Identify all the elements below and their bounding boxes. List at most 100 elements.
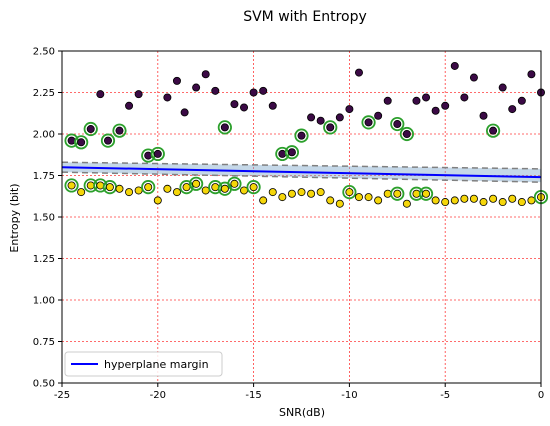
point-class_low	[115, 184, 124, 193]
point-class_high	[96, 90, 105, 99]
point-class_high	[230, 100, 239, 109]
point-class_high	[240, 103, 249, 112]
point-class_high	[364, 118, 373, 127]
plot-frame	[61, 50, 542, 384]
point-class_low	[354, 193, 363, 202]
y-tick-label: 0.75	[33, 337, 55, 348]
support-vector-ring	[390, 186, 405, 201]
point-class_low	[77, 188, 86, 197]
tick-layer: -25 -20 -15 -10 -5 0 0.50 0.75 1.00 1.25 1.50 1.75 2…	[33, 47, 544, 402]
point-class_low	[517, 198, 526, 207]
point-class_low	[287, 189, 296, 198]
point-class_low	[364, 193, 373, 202]
support-vector-ring	[83, 121, 98, 137]
point-class_low	[402, 199, 411, 208]
point-class_high	[220, 123, 229, 132]
y-tick-label: 0.50	[33, 379, 55, 390]
point-class_low	[163, 184, 172, 193]
point-class_high	[431, 106, 440, 115]
point-class_high	[103, 136, 112, 145]
point-class_low	[316, 188, 325, 197]
point-class_low	[489, 194, 498, 203]
point-class_low	[326, 196, 335, 205]
point-class_low	[374, 196, 383, 205]
y-tick-label: 1.00	[33, 296, 55, 307]
point-class_high	[402, 129, 411, 138]
point-class_high	[517, 96, 526, 105]
point-class_high	[412, 96, 421, 105]
point-class_high	[268, 101, 277, 110]
x-tick-label: -5	[440, 390, 450, 401]
point-class_low	[393, 189, 402, 198]
point-class_high	[354, 68, 363, 77]
point-class_low	[345, 188, 354, 197]
point-class_high	[527, 70, 536, 79]
point-class_low	[335, 199, 344, 208]
legend: hyperplane margin	[64, 351, 223, 377]
point-class_high	[307, 113, 316, 122]
point-class_low	[125, 188, 134, 197]
point-class_high	[489, 126, 498, 135]
x-tick-label: -25	[54, 390, 70, 401]
y-axis-label: Entropy (bit)	[8, 183, 21, 252]
point-class_low	[96, 181, 105, 190]
legend-box	[64, 351, 223, 377]
legend-label-hyperplane: hyperplane margin	[104, 358, 209, 371]
support-vector-ring	[284, 145, 300, 160]
point-class_low	[134, 186, 143, 195]
point-class_high	[144, 151, 153, 160]
y-tick-label: 1.25	[33, 254, 55, 265]
point-class_low	[307, 189, 316, 198]
point-class_low	[469, 194, 478, 203]
point-class_high	[211, 86, 220, 95]
point-class_high	[125, 101, 134, 110]
support-vector-ring	[112, 123, 127, 138]
support-vector-ring	[342, 185, 357, 200]
point-class_low	[201, 186, 210, 195]
support-vector-ring	[323, 120, 338, 135]
point-class_high	[115, 126, 124, 135]
support-vector-ring	[390, 116, 405, 132]
point-class_low	[249, 183, 258, 192]
point-class_high	[441, 101, 450, 110]
point-class_high	[287, 148, 296, 157]
point-class_high	[153, 149, 162, 158]
x-axis-label: SNR(dB)	[279, 406, 325, 419]
point-class_low	[479, 198, 488, 207]
support-vector-ring	[141, 180, 156, 195]
point-class_low	[67, 181, 76, 190]
point-class_high	[163, 93, 172, 102]
point-class_high	[326, 123, 335, 132]
point-class_low	[508, 194, 517, 203]
point-class_high	[172, 76, 181, 85]
point-class_high	[498, 83, 507, 92]
support-vector-ring	[399, 126, 414, 142]
point-class_high	[201, 70, 210, 79]
point-class_high	[479, 111, 488, 120]
support-vector-ring	[294, 128, 309, 143]
hyperplane-line	[61, 166, 542, 179]
scatter-points-layer	[64, 61, 549, 208]
point-class_low	[527, 196, 536, 205]
point-class_high	[77, 138, 86, 147]
support-vector-ring	[179, 180, 194, 195]
point-class_high	[383, 96, 392, 105]
point-class_high	[422, 93, 431, 102]
axes-frame	[61, 50, 542, 384]
support-vector-ring	[217, 120, 232, 135]
point-class_low	[498, 198, 507, 207]
support-vector-ring	[418, 186, 434, 201]
x-tick-label: -10	[341, 390, 357, 401]
y-tick-label: 2.50	[33, 47, 55, 58]
point-class_low	[172, 188, 181, 197]
support-vector-ring	[150, 146, 165, 162]
point-class_high	[67, 136, 76, 145]
point-class_low	[192, 179, 201, 188]
y-tick-label: 1.50	[33, 213, 55, 224]
point-class_low	[422, 189, 431, 198]
x-tick-label: 0	[538, 390, 544, 401]
point-class_low	[144, 183, 153, 192]
point-class_low	[450, 196, 459, 205]
point-class_low	[460, 194, 469, 203]
